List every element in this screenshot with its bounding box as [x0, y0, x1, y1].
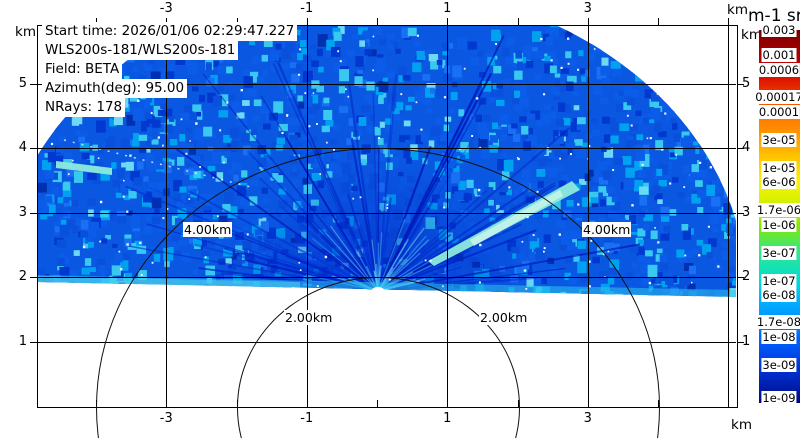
colorbar-tick-label: 3e-05: [761, 133, 797, 147]
x-axis-tick-top: [658, 18, 659, 25]
y-axis-tick-right: [737, 341, 744, 343]
colorbar-tick-label: 0.0006: [757, 63, 800, 77]
grid-line-vertical: [587, 25, 589, 407]
x-axis-tick-bottom: [728, 400, 730, 407]
x-axis-tick-top: [306, 18, 308, 25]
y-axis-tick-left: [30, 277, 37, 279]
y-axis-tick-left: [30, 212, 37, 214]
colorbar-tick-label: 3e-07: [761, 246, 797, 260]
colorbar-tick-label: 6e-08: [761, 288, 797, 302]
unit-label-bottom-right: km: [731, 417, 752, 433]
unit-label-right: km: [741, 27, 762, 43]
colorbar-tick-label: 3e-09: [761, 358, 797, 372]
grid-line-vertical: [166, 25, 168, 407]
y-axis-tick-right: [737, 83, 744, 85]
info-field: Field: BETA: [42, 60, 123, 79]
colorbar-tick-label: 1.7e-08: [755, 315, 800, 329]
x-axis-tick-top: [166, 18, 168, 25]
x-axis-tick-top: [517, 18, 519, 25]
colorbar-tick-label: 1e-08: [761, 330, 797, 344]
range-ring-label: 2.00km: [479, 310, 529, 325]
unit-label-left: km: [15, 24, 36, 40]
x-tick-label-top: -3: [159, 1, 173, 16]
colorbar-tick-label: 1e-05: [761, 161, 797, 175]
y-axis-tick-left: [30, 83, 37, 85]
y-tick-label-right: 5: [742, 75, 751, 91]
x-tick-label-top: 1: [443, 1, 452, 16]
x-axis-tick-top: [377, 18, 378, 25]
info-start-time: Start time: 2026/01/06 02:29:47.227: [42, 22, 298, 41]
y-axis-tick-left: [30, 148, 37, 150]
colorbar-tick-label: 1e-09: [761, 391, 797, 405]
colorbar-tick-label: 1.7e-06: [755, 203, 800, 217]
y-tick-label-left: 4: [18, 140, 27, 156]
y-tick-label-right: 1: [742, 333, 751, 349]
colorbar-tick-label: 0.003: [761, 23, 797, 37]
info-system: WLS200s-181/WLS200s-181: [42, 41, 239, 60]
colorbar-tick-label: 0.0001: [757, 105, 800, 119]
range-ring-label: 4.00km: [183, 222, 233, 237]
y-tick-label-right: 4: [742, 140, 751, 156]
colorbar-tick-label: 6e-06: [761, 175, 797, 189]
y-tick-label-right: 3: [742, 204, 751, 220]
y-tick-label-left: 1: [18, 333, 27, 349]
info-nrays: NRays: 178: [42, 98, 126, 117]
unit-label-top-right: km: [727, 2, 748, 18]
y-tick-label-left: 5: [18, 75, 27, 91]
grid-line-vertical: [728, 25, 730, 407]
bright-streak-left: [56, 161, 112, 175]
x-tick-label-top: 3: [583, 1, 592, 16]
x-axis-tick-top: [236, 18, 238, 25]
range-ring-label: 4.00km: [582, 222, 632, 237]
grid-line-horizontal: [37, 83, 736, 85]
y-tick-label-left: 3: [18, 204, 27, 220]
x-axis-tick-top: [447, 18, 449, 25]
x-axis-tick-top: [96, 18, 97, 25]
y-axis-tick-right: [737, 212, 744, 214]
x-axis-tick-top: [587, 18, 589, 25]
y-axis-tick-right: [737, 148, 744, 150]
range-ring-label: 2.00km: [284, 310, 334, 325]
colorbar-units-title: m-1 sr-1: [748, 6, 800, 26]
y-tick-label-left: 2: [18, 269, 27, 285]
colorbar-tick-label: 0.001: [761, 48, 797, 62]
colorbar-tick-label: 1e-06: [761, 218, 797, 232]
y-axis-tick-left: [30, 341, 37, 343]
y-tick-label-right: 2: [742, 269, 751, 285]
colorbar-tick-label: 1e-07: [761, 274, 797, 288]
x-tick-label-top: -1: [300, 1, 314, 16]
colorbar-tick-label: 0.00017: [754, 90, 800, 104]
info-azimuth: Azimuth(deg): 95.00: [42, 79, 188, 98]
x-axis-tick-top: [728, 18, 730, 25]
y-axis-tick-right: [737, 277, 744, 279]
